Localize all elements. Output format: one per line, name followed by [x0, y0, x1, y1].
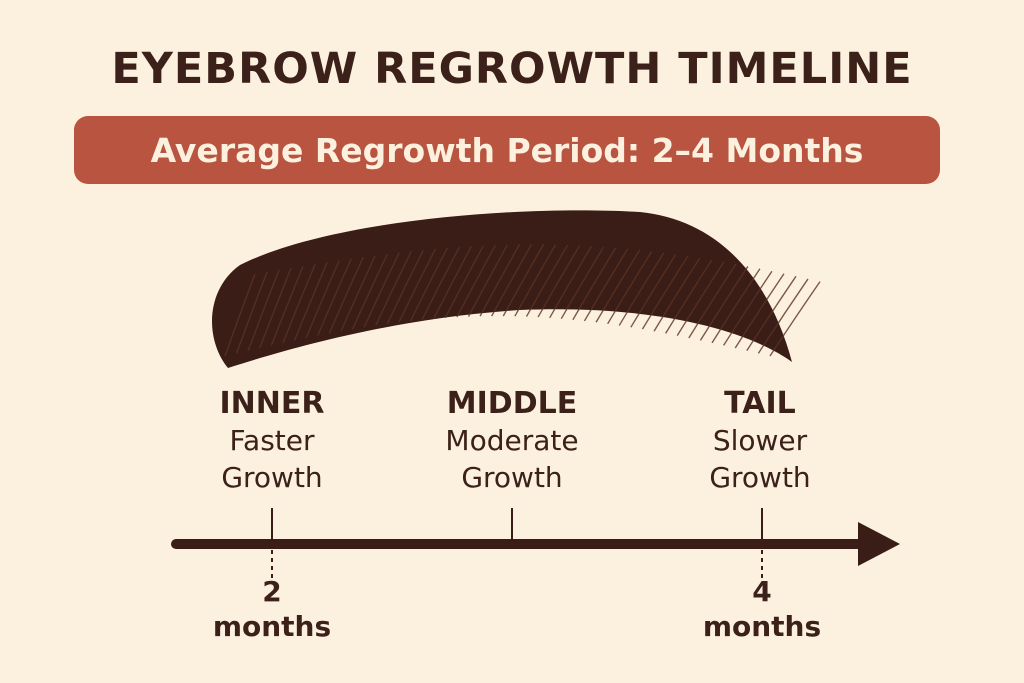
- eyebrow-hair-stroke: [247, 269, 280, 351]
- eyebrow-hair-stroke: [409, 247, 448, 322]
- section-tail-desc-1: Slower: [712, 424, 808, 457]
- eyebrow-hair-stroke: [665, 259, 713, 334]
- eyebrow-hair-stroke: [723, 270, 773, 346]
- eyebrow-hair-stroke: [340, 255, 376, 332]
- section-inner-name: INNER: [219, 386, 325, 421]
- eyebrow-hair-stroke: [607, 251, 653, 325]
- eyebrow-hair-stroke: [456, 244, 497, 318]
- regrowth-period-banner: Average Regrowth Period: 2–4 Months: [74, 116, 940, 184]
- marker-4-unit: months: [702, 610, 822, 643]
- marker-4-months: 4 months: [682, 574, 842, 644]
- eyebrow-hair-stroke: [259, 267, 292, 349]
- section-middle-desc-1: Moderate: [445, 424, 579, 457]
- eyebrow-hair-stroke: [583, 248, 629, 322]
- eyebrow-hair-stroke: [572, 247, 617, 321]
- timeline-arrowhead: [858, 522, 900, 566]
- eyebrow-hair-stroke: [282, 264, 316, 344]
- section-inner: INNER Faster Growth: [162, 385, 382, 496]
- eyebrow-hair-stroke: [525, 244, 569, 317]
- eyebrow-hair-stroke: [618, 252, 665, 326]
- eyebrow-hair-stroke: [386, 249, 424, 325]
- eyebrow-hair-stroke: [734, 273, 785, 349]
- eyebrow-hair-stroke: [444, 245, 485, 319]
- eyebrow-hair-stroke: [514, 244, 557, 317]
- eyebrow-hair-stroke: [270, 265, 304, 346]
- eyebrow-hair-stroke: [351, 253, 388, 330]
- eyebrow-hair-stroke: [699, 266, 749, 341]
- eyebrow-hair-stroke: [421, 246, 460, 321]
- eyebrow-hair-stroke: [224, 273, 256, 357]
- eyebrow-hair-stroke: [537, 245, 581, 318]
- page-title: EYEBROW REGROWTH TIMELINE: [111, 44, 913, 94]
- eyebrow-hair-stroke: [235, 271, 268, 354]
- eyebrow-hair-stroke: [630, 254, 677, 328]
- eyebrow-hair-stroke: [328, 256, 364, 334]
- eyebrow-hair-stroke: [688, 263, 737, 339]
- eyebrow-hair-stroke: [711, 268, 761, 344]
- eyebrow-hair-stroke: [560, 246, 605, 320]
- eyebrow-hair-stroke: [769, 281, 821, 357]
- eyebrow-hair-stroke: [676, 261, 725, 336]
- marker-2-value: 2: [262, 575, 282, 608]
- marker-2-unit: months: [212, 610, 332, 643]
- eyebrow-hair-stroke: [641, 255, 689, 330]
- eyebrow-hair-stroke: [433, 245, 473, 319]
- eyebrow-hair-stroke: [502, 244, 545, 317]
- eyebrow-hair-stroke: [479, 244, 521, 317]
- banner-text: Average Regrowth Period: 2–4 Months: [150, 130, 864, 170]
- eyebrow-hair-stroke: [467, 244, 509, 317]
- eyebrow-hair-stroke: [491, 244, 533, 317]
- eyebrow-hair-stroke: [293, 262, 328, 341]
- eyebrow-hair-stroke: [305, 260, 340, 339]
- eyebrow-hair-stroke: [317, 258, 352, 336]
- eyebrow-illustration: [212, 210, 792, 368]
- eyebrow-hair-stroke: [363, 252, 400, 328]
- eyebrow-hair-stroke: [375, 251, 412, 326]
- marker-4-value: 4: [752, 575, 772, 608]
- section-tail-desc-2: Growth: [709, 461, 811, 494]
- marker-2-months: 2 months: [192, 574, 352, 644]
- section-inner-desc-1: Faster: [229, 424, 315, 457]
- section-middle-desc-2: Growth: [461, 461, 563, 494]
- eyebrow-hair-stroke: [746, 275, 797, 352]
- eyebrow-hair-stroke: [595, 249, 641, 323]
- eyebrow-hair-stroke: [653, 257, 701, 332]
- section-inner-desc-2: Growth: [221, 461, 323, 494]
- section-tail-name: TAIL: [724, 386, 796, 421]
- eyebrow-hair-stroke: [757, 278, 809, 354]
- section-middle: MIDDLE Moderate Growth: [402, 385, 622, 496]
- section-middle-name: MIDDLE: [446, 386, 578, 421]
- section-tail: TAIL Slower Growth: [650, 385, 870, 496]
- eyebrow-hair-stroke: [398, 248, 436, 323]
- eyebrow-hair-stroke: [549, 245, 593, 319]
